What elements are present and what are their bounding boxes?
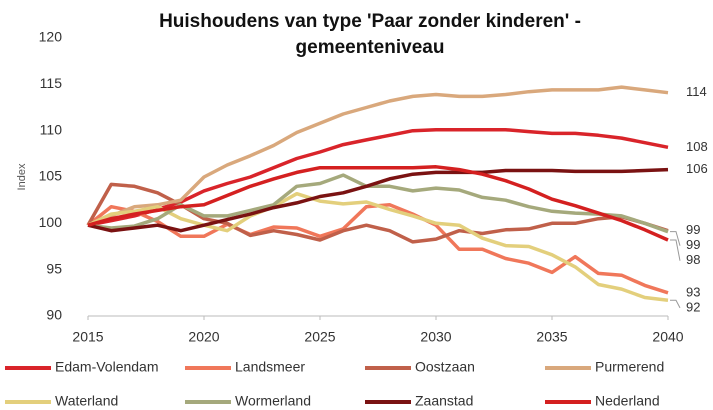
end-label: 108 bbox=[686, 139, 708, 154]
legend-label: Nederland bbox=[595, 393, 660, 409]
legend-label: Landsmeer bbox=[235, 359, 305, 375]
leader-line bbox=[670, 239, 681, 261]
x-tick-label: 2015 bbox=[72, 329, 103, 345]
chart-title: gemeenteniveau bbox=[296, 37, 445, 58]
end-label: 99 bbox=[686, 222, 700, 237]
legend-label: Purmerend bbox=[595, 359, 664, 375]
leader-line bbox=[670, 231, 681, 246]
end-label: 92 bbox=[686, 299, 700, 314]
legend-label: Zaanstad bbox=[415, 393, 473, 409]
end-label: 106 bbox=[686, 161, 708, 176]
end-label: 93 bbox=[686, 284, 700, 299]
legend-label: Oostzaan bbox=[415, 359, 475, 375]
y-axis-label: Index bbox=[16, 163, 28, 190]
y-tick-label: 105 bbox=[39, 168, 63, 184]
series-line bbox=[87, 167, 669, 233]
series-line bbox=[87, 127, 669, 227]
x-tick-label: 2040 bbox=[652, 329, 683, 345]
y-tick-label: 95 bbox=[46, 260, 62, 276]
series-line bbox=[87, 191, 669, 302]
y-tick-label: 115 bbox=[40, 75, 63, 91]
series-line bbox=[87, 85, 669, 227]
x-tick-label: 2035 bbox=[536, 329, 567, 345]
end-label: 99 bbox=[686, 237, 700, 252]
y-tick-label: 100 bbox=[39, 214, 63, 230]
x-tick-label: 2025 bbox=[304, 329, 335, 345]
end-label: 98 bbox=[686, 252, 700, 267]
series-line bbox=[87, 165, 669, 242]
leader-line bbox=[670, 299, 681, 309]
series-line bbox=[86, 203, 669, 295]
y-tick-label: 120 bbox=[39, 29, 63, 45]
chart-title: Huishoudens van type 'Paar zonder kinder… bbox=[159, 11, 581, 32]
legend-label: Waterland bbox=[55, 393, 118, 409]
y-tick-label: 110 bbox=[40, 121, 63, 137]
y-tick-label: 90 bbox=[46, 307, 62, 323]
x-tick-label: 2020 bbox=[188, 329, 219, 345]
x-tick-label: 2030 bbox=[420, 329, 451, 345]
legend-label: Edam-Volendam bbox=[55, 359, 159, 375]
end-label: 114 bbox=[686, 84, 707, 99]
legend-label: Wormerland bbox=[235, 393, 311, 409]
